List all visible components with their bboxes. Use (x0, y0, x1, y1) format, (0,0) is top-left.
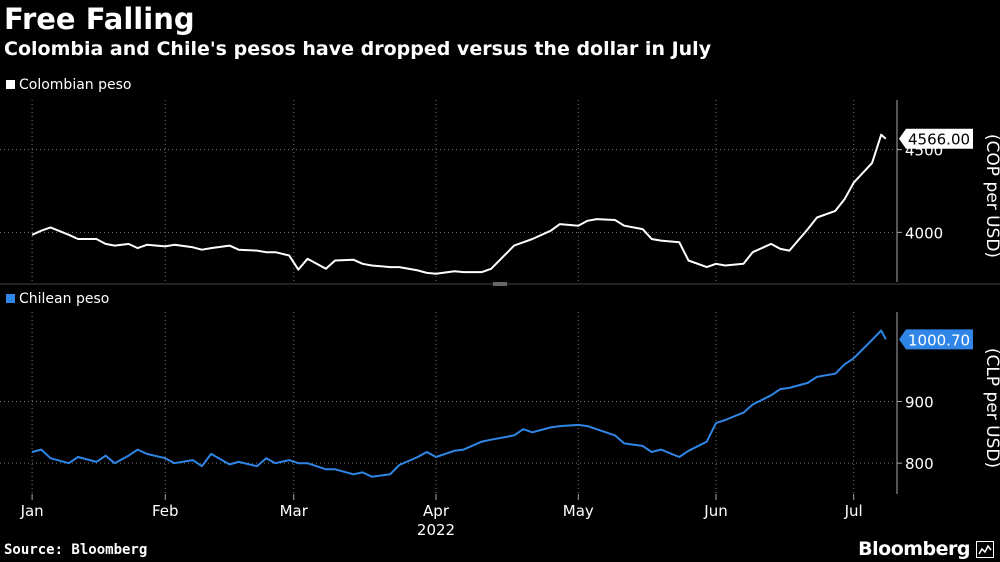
legend-swatch (6, 80, 15, 89)
y-tick-label: 4000 (905, 224, 943, 242)
x-tick-label-apr: Apr (423, 502, 450, 520)
x-year-label: 2022 (417, 521, 455, 539)
brand-logo: Bloomberg (858, 538, 970, 560)
legend-label: Colombian peso (19, 77, 132, 93)
series-line-colombian-peso (31, 133, 887, 275)
legend-swatch (6, 294, 15, 303)
y-axis-title: (CLP per USD) (982, 348, 1000, 468)
last-value-callout-box (899, 329, 973, 350)
chart-title: Free Falling (4, 2, 195, 36)
legend-label: Chilean peso (19, 291, 110, 307)
x-tick-label-jun: Jun (703, 502, 727, 520)
chart-subtitle: Colombia and Chile's pesos have dropped … (4, 38, 712, 60)
y-tick-label: 800 (905, 455, 934, 473)
legend-chilean-peso: Chilean peso (6, 291, 109, 307)
legend-colombian-peso: Colombian peso (6, 77, 131, 93)
x-tick-label-feb: Feb (152, 502, 179, 520)
series-line-chilean-peso (31, 329, 887, 478)
source-note: Source: Bloomberg (4, 542, 148, 558)
chart-icon (976, 541, 994, 558)
y-tick-label: 900 (905, 393, 934, 411)
y-axis-title: (COP per USD) (982, 134, 1000, 258)
last-value-callout-box (899, 128, 973, 149)
x-tick-label-jan: Jan (20, 502, 44, 520)
x-tick-label-mar: Mar (280, 502, 309, 520)
x-tick-label-jul: Jul (844, 502, 863, 520)
x-tick-label-may: May (563, 502, 594, 520)
panel-divider-handle (493, 282, 507, 286)
last-value-label: 4566.00 (908, 131, 970, 149)
last-value-label: 1000.70 (908, 331, 970, 349)
